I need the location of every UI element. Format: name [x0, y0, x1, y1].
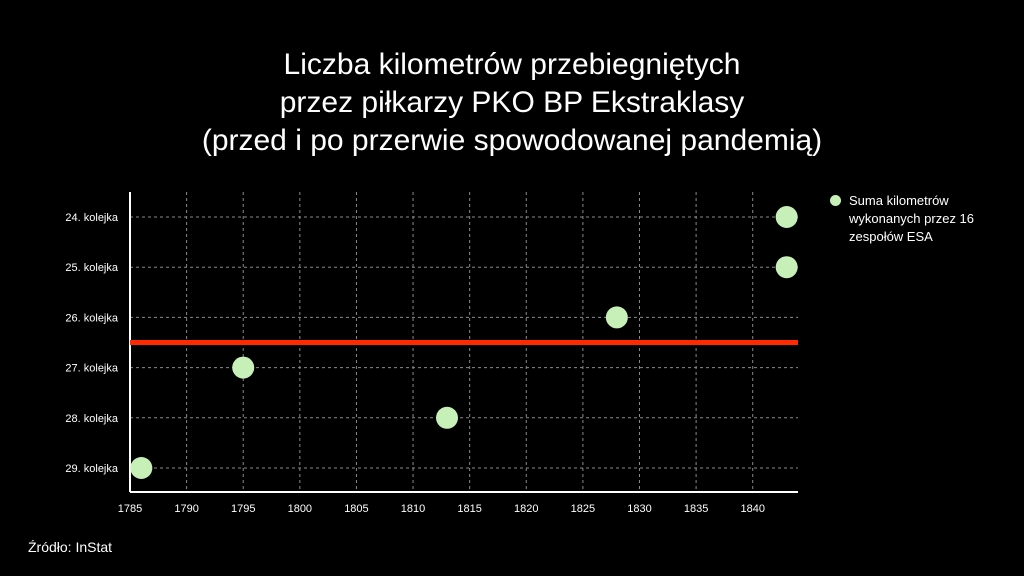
x-tick-label: 1825 [571, 503, 595, 515]
x-tick-label: 1835 [684, 503, 708, 515]
data-point [605, 306, 628, 329]
source-note: Źródło: InStat [28, 539, 113, 555]
x-tick-label: 1820 [514, 503, 538, 515]
title-line-3: (przed i po przerwie spowodowanej pandem… [201, 124, 823, 157]
x-tick-label: 1785 [118, 503, 142, 515]
y-tick-label: 26. kolejka [65, 312, 118, 324]
x-tick-label: 1805 [344, 503, 368, 515]
chart-title: Liczba kilometrów przebiegniętych przez … [0, 46, 1024, 160]
x-tick-label: 1800 [288, 503, 312, 515]
x-tick-label: 1815 [457, 503, 481, 515]
y-tick-label: 28. kolejka [65, 413, 118, 425]
x-tick-label: 1795 [231, 503, 255, 515]
data-point [130, 457, 153, 479]
x-tick-label: 1810 [401, 503, 425, 515]
title-line-1: Liczba kilometrów przebiegniętych [283, 48, 741, 81]
x-tick-label: 1830 [627, 503, 651, 515]
y-tick-label: 27. kolejka [65, 363, 118, 375]
x-tick-label: 1790 [174, 503, 198, 515]
y-tick-label: 24. kolejka [65, 212, 118, 224]
data-point [436, 406, 459, 429]
data-point [775, 206, 798, 228]
x-tick-label: 1840 [740, 503, 764, 515]
legend-label: Suma kilometrów wykonanych przez 16 zesp… [849, 193, 975, 244]
data-point [775, 256, 798, 279]
title-line-2: przez piłkarzy PKO BP Ekstraklasy [279, 86, 745, 119]
legend-marker [830, 195, 841, 206]
data-point [232, 356, 255, 379]
y-tick-label: 29. kolejka [65, 463, 118, 475]
y-tick-label: 25. kolejka [65, 262, 118, 274]
